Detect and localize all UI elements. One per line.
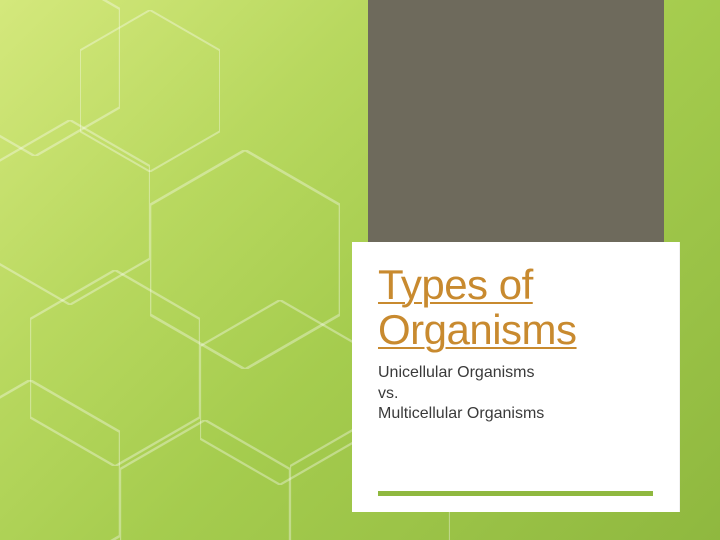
hexagon-shape: [80, 10, 220, 172]
hexagon-shape: [0, 120, 150, 305]
accent-bar: [378, 491, 653, 496]
hexagon-shape: [30, 270, 200, 466]
hexagon-shape: [150, 150, 340, 369]
slide-title: Types of Organisms: [378, 262, 653, 353]
image-placeholder-block: [368, 0, 664, 242]
slide-subtitle: Unicellular Organisms vs. Multicellular …: [378, 363, 653, 425]
hexagon-shape: [120, 420, 290, 540]
hexagon-shape: [200, 300, 360, 485]
hexagon-shape: [0, 380, 120, 540]
hexagon-shape: [0, 0, 120, 156]
title-card: Types of Organisms Unicellular Organisms…: [352, 242, 680, 512]
